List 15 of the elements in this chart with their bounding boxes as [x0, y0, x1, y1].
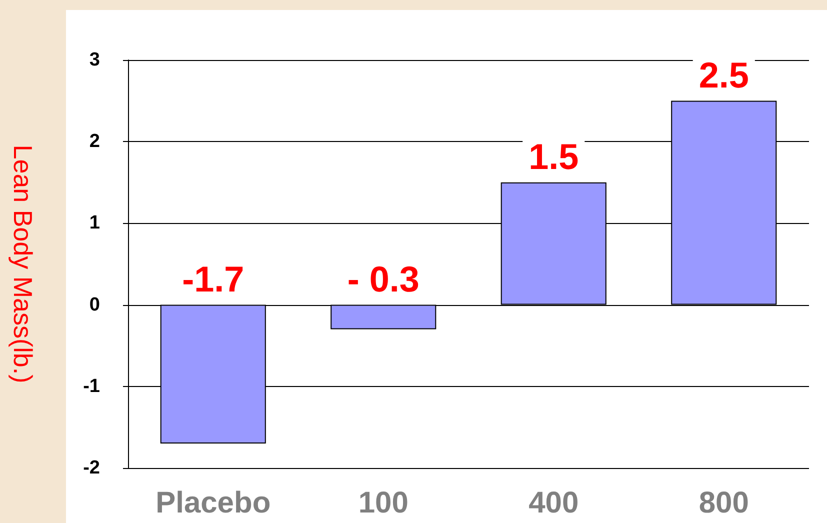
x-tick-label: 400 — [528, 486, 579, 520]
data-label: - 0.3 — [347, 258, 420, 300]
y-axis-title: Lean Body Mass(lb.) — [8, 144, 38, 384]
y-tick-label: 3 — [89, 50, 100, 70]
y-tick-label: 0 — [89, 294, 100, 316]
y-tick-label: 1 — [89, 212, 100, 234]
data-label: 2.5 — [698, 54, 749, 96]
y-tick-label: 2 — [89, 131, 100, 152]
x-tick-label: 800 — [698, 486, 749, 520]
x-tick-label: 100 — [358, 486, 408, 520]
y-tick-label: -2 — [83, 458, 100, 478]
data-label: 1.5 — [528, 136, 579, 177]
x-tick-label: Placebo — [156, 486, 271, 520]
y-tick-label: -1 — [83, 376, 100, 397]
data-label: -1.7 — [182, 258, 244, 300]
